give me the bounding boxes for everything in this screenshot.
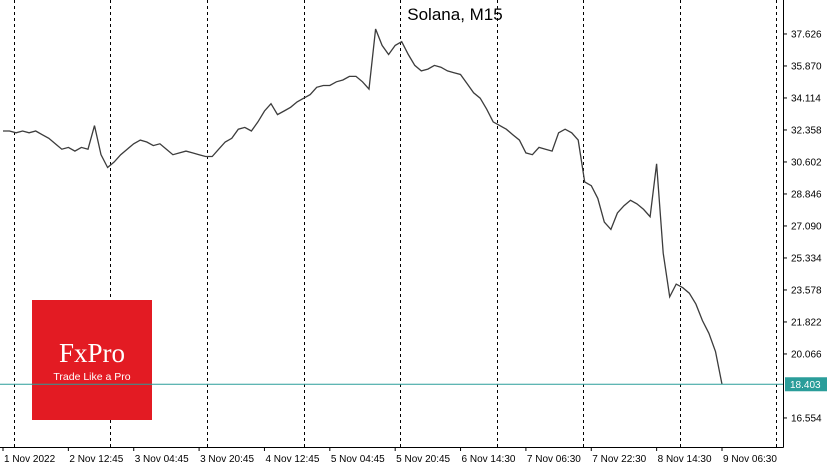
logo: FxPro Trade Like a Pro [32,300,152,420]
y-tick-label: 28.846 [791,189,822,200]
x-tick-label: 7 Nov 06:30 [527,454,581,465]
x-tick-label: 1 Nov 2022 [4,454,56,465]
chart-title: Solana, M15 [407,5,502,24]
y-tick-label: 34.114 [791,93,821,104]
logo-tagline: Trade Like a Pro [53,371,130,383]
y-tick-label: 21.822 [791,317,822,328]
x-tick-label: 6 Nov 14:30 [462,454,516,465]
y-tick-label: 37.626 [791,29,822,40]
current-price-label: 18.403 [790,380,821,391]
x-tick-label: 8 Nov 14:30 [658,454,712,465]
x-tick-label: 4 Nov 12:45 [265,454,319,465]
y-tick-label: 25.334 [791,253,822,264]
price-line-series [3,28,723,385]
y-tick-label: 27.090 [791,221,822,232]
x-tick-label: 3 Nov 20:45 [200,454,254,465]
y-tick-label: 32.358 [791,125,822,136]
current-price-box [785,377,827,392]
y-tick-label: 23.578 [791,285,822,296]
x-tick-label: 9 Nov 06:30 [723,454,777,465]
x-tick-label: 5 Nov 20:45 [396,454,450,465]
y-tick-label: 16.554 [791,413,822,424]
day-separators [14,0,777,447]
y-tick-label: 30.602 [791,157,822,168]
x-tick-label: 3 Nov 04:45 [135,454,189,465]
y-tick-label: 35.870 [791,61,822,72]
x-tick-label: 7 Nov 22:30 [592,454,646,465]
logo-box [32,300,152,420]
logo-brand: FxPro [59,338,125,368]
x-tick-label: 2 Nov 12:45 [69,454,123,465]
x-tick-label: 5 Nov 04:45 [331,454,385,465]
y-tick-label: 20.066 [791,349,822,360]
